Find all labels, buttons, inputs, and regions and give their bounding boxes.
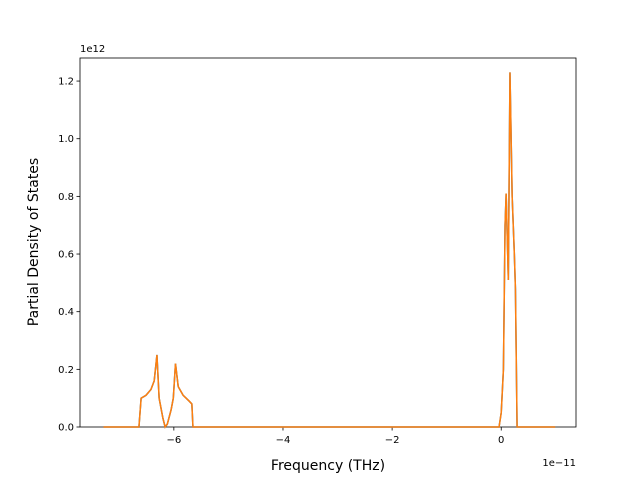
x-tick-label: −2 <box>385 435 400 446</box>
y-tick-label: 0.8 <box>58 192 74 203</box>
x-tick-label: 0 <box>498 435 504 446</box>
x-tick-label: −4 <box>276 435 291 446</box>
y-offset-label: 1e12 <box>80 44 105 55</box>
y-axis-label: Partial Density of States <box>26 158 42 326</box>
x-tick-label: −6 <box>166 435 181 446</box>
line-series <box>103 72 556 429</box>
line-series <box>103 72 556 429</box>
y-tick-label: 0.2 <box>58 365 74 376</box>
x-axis-label: Frequency (THz) <box>271 458 385 474</box>
x-offset-label: 1e−11 <box>542 458 576 469</box>
y-tick-label: 1.0 <box>58 134 74 145</box>
y-tick-label: 0.0 <box>58 423 74 434</box>
plot-frame <box>79 57 577 428</box>
y-tick-label: 0.4 <box>58 307 74 318</box>
y-tick-label: 0.6 <box>58 250 74 261</box>
y-tick-label: 1.2 <box>58 77 74 88</box>
